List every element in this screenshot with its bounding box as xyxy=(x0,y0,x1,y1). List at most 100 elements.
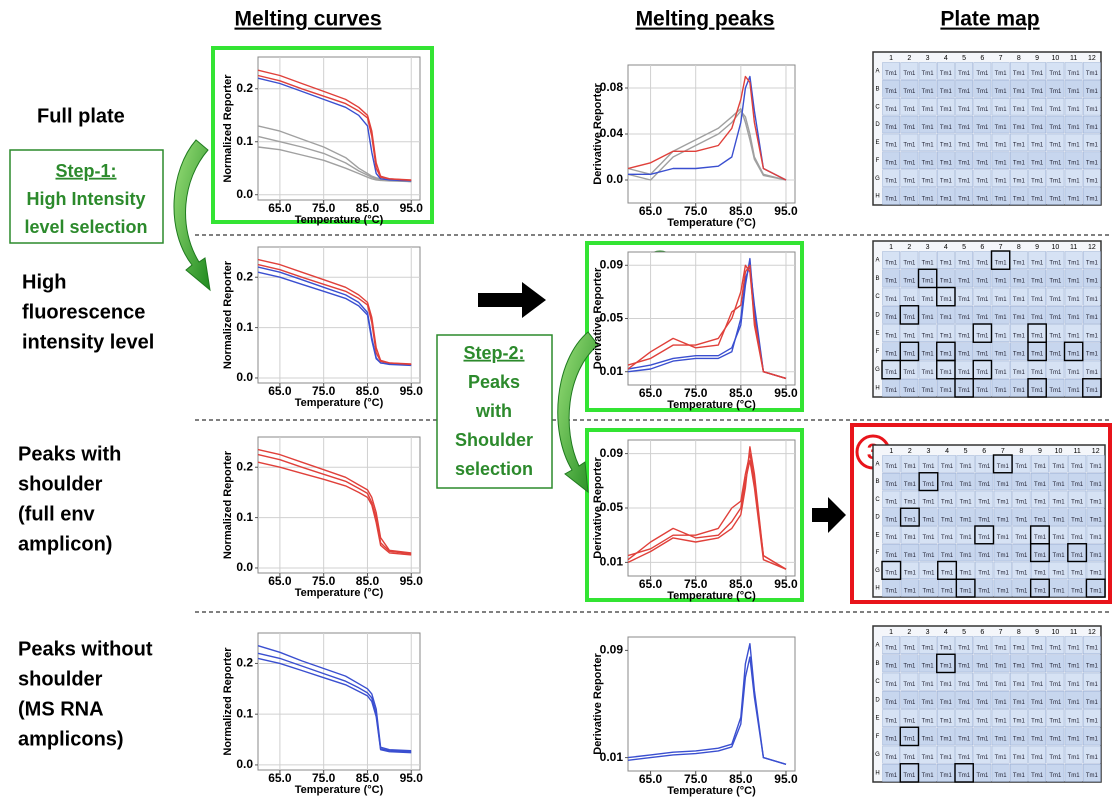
well-label: Tm1 xyxy=(976,664,989,670)
well-label: Tm1 xyxy=(995,737,1008,743)
well-label: Tm1 xyxy=(1053,535,1066,541)
y-tick-label: 0.1 xyxy=(236,134,253,148)
well-label: Tm1 xyxy=(1031,737,1044,743)
well-label: Tm1 xyxy=(1031,107,1044,113)
well-label: Tm1 xyxy=(997,535,1010,541)
plate-column-label: 8 xyxy=(1019,448,1023,455)
well-label: Tm1 xyxy=(922,143,935,149)
well-label: Tm1 xyxy=(903,718,916,724)
well-label: Tm1 xyxy=(1086,755,1099,761)
well-label: Tm1 xyxy=(885,664,898,670)
well-label: Tm1 xyxy=(1034,517,1047,523)
well-label: Tm1 xyxy=(995,143,1008,149)
well-label: Tm1 xyxy=(922,700,935,706)
well-label: Tm1 xyxy=(958,178,971,184)
plate-row-label: F xyxy=(876,349,880,355)
well-label: Tm1 xyxy=(1013,682,1026,688)
well-label: Tm1 xyxy=(940,297,953,303)
well-label: Tm1 xyxy=(997,464,1010,470)
well-label: Tm1 xyxy=(1068,196,1081,202)
plate-row-label: D xyxy=(875,122,880,128)
well-label: Tm1 xyxy=(1013,755,1026,761)
plate-column-label: 1 xyxy=(889,55,893,62)
well-label: Tm1 xyxy=(885,89,898,95)
plate-column-label: 10 xyxy=(1051,629,1059,636)
plate-column-label: 8 xyxy=(1017,55,1021,62)
plate-column-label: 12 xyxy=(1088,629,1096,636)
well-label: Tm1 xyxy=(940,107,953,113)
well-label: Tm1 xyxy=(903,196,916,202)
well-label: Tm1 xyxy=(1049,279,1062,285)
plate-column-label: 11 xyxy=(1073,448,1080,455)
plate-row-label: C xyxy=(875,104,880,110)
well-label: Tm1 xyxy=(885,755,898,761)
plate-column-label: 12 xyxy=(1092,448,1100,455)
well-label: Tm1 xyxy=(958,718,971,724)
well-label: Tm1 xyxy=(885,107,898,113)
well-label: Tm1 xyxy=(904,588,917,594)
plate-row-label: E xyxy=(875,140,879,146)
well-label: Tm1 xyxy=(995,682,1008,688)
well-label: Tm1 xyxy=(1015,517,1028,523)
well-label: Tm1 xyxy=(976,297,989,303)
well-label: Tm1 xyxy=(922,500,935,506)
plate-column-label: 12 xyxy=(1088,55,1096,62)
step-text: level selection xyxy=(24,217,147,237)
well-label: Tm1 xyxy=(1049,682,1062,688)
well-label: Tm1 xyxy=(976,196,989,202)
well-label: Tm1 xyxy=(903,71,916,77)
well-label: Tm1 xyxy=(1031,260,1044,266)
well-label: Tm1 xyxy=(941,571,954,577)
well-label: Tm1 xyxy=(1034,571,1047,577)
well-label: Tm1 xyxy=(976,125,989,131)
well-label: Tm1 xyxy=(885,535,898,541)
row-label: fluorescence xyxy=(22,301,145,323)
well-label: Tm1 xyxy=(885,517,898,523)
well-label: Tm1 xyxy=(885,500,898,506)
well-label: Tm1 xyxy=(960,553,973,559)
plate-column-label: 4 xyxy=(945,448,949,455)
well-label: Tm1 xyxy=(1034,482,1047,488)
plate-column-label: 2 xyxy=(907,629,911,636)
y-axis-label: Derivative Reporter xyxy=(592,653,604,755)
well-label: Tm1 xyxy=(1031,196,1044,202)
well-label: Tm1 xyxy=(1031,700,1044,706)
well-label: Tm1 xyxy=(1086,773,1099,779)
well-label: Tm1 xyxy=(1068,388,1081,394)
well-label: Tm1 xyxy=(922,297,935,303)
well-label: Tm1 xyxy=(995,388,1008,394)
well-label: Tm1 xyxy=(1086,196,1099,202)
well-label: Tm1 xyxy=(922,553,935,559)
well-label: Tm1 xyxy=(958,89,971,95)
plate-row-label: H xyxy=(875,586,879,592)
well-label: Tm1 xyxy=(960,464,973,470)
well-label: Tm1 xyxy=(941,553,954,559)
well-label: Tm1 xyxy=(976,279,989,285)
well-label: Tm1 xyxy=(1015,500,1028,506)
well-label: Tm1 xyxy=(1049,737,1062,743)
plate-row-label: D xyxy=(875,515,880,521)
well-label: Tm1 xyxy=(885,773,898,779)
well-label: Tm1 xyxy=(997,482,1010,488)
y-axis-label: Normalized Reporter xyxy=(222,647,234,756)
well-label: Tm1 xyxy=(1049,664,1062,670)
y-tick-label: 0.2 xyxy=(236,269,253,283)
well-label: Tm1 xyxy=(976,260,989,266)
well-label: Tm1 xyxy=(922,89,935,95)
plate-column-label: 3 xyxy=(926,55,930,62)
well-label: Tm1 xyxy=(1034,553,1047,559)
plate-column-label: 6 xyxy=(982,448,986,455)
well-label: Tm1 xyxy=(995,333,1008,339)
well-label: Tm1 xyxy=(885,464,898,470)
x-tick-label: 65.0 xyxy=(268,384,292,398)
well-label: Tm1 xyxy=(1049,718,1062,724)
well-label: Tm1 xyxy=(997,553,1010,559)
plate-column-label: 1 xyxy=(889,629,893,636)
well-label: Tm1 xyxy=(1086,645,1099,651)
step-text: Step-1: xyxy=(55,161,116,181)
plate-row-label: C xyxy=(875,497,880,503)
x-axis-label: Temperature (°C) xyxy=(667,399,756,411)
well-label: Tm1 xyxy=(1086,161,1099,167)
well-label: Tm1 xyxy=(1071,535,1084,541)
well-label: Tm1 xyxy=(976,700,989,706)
